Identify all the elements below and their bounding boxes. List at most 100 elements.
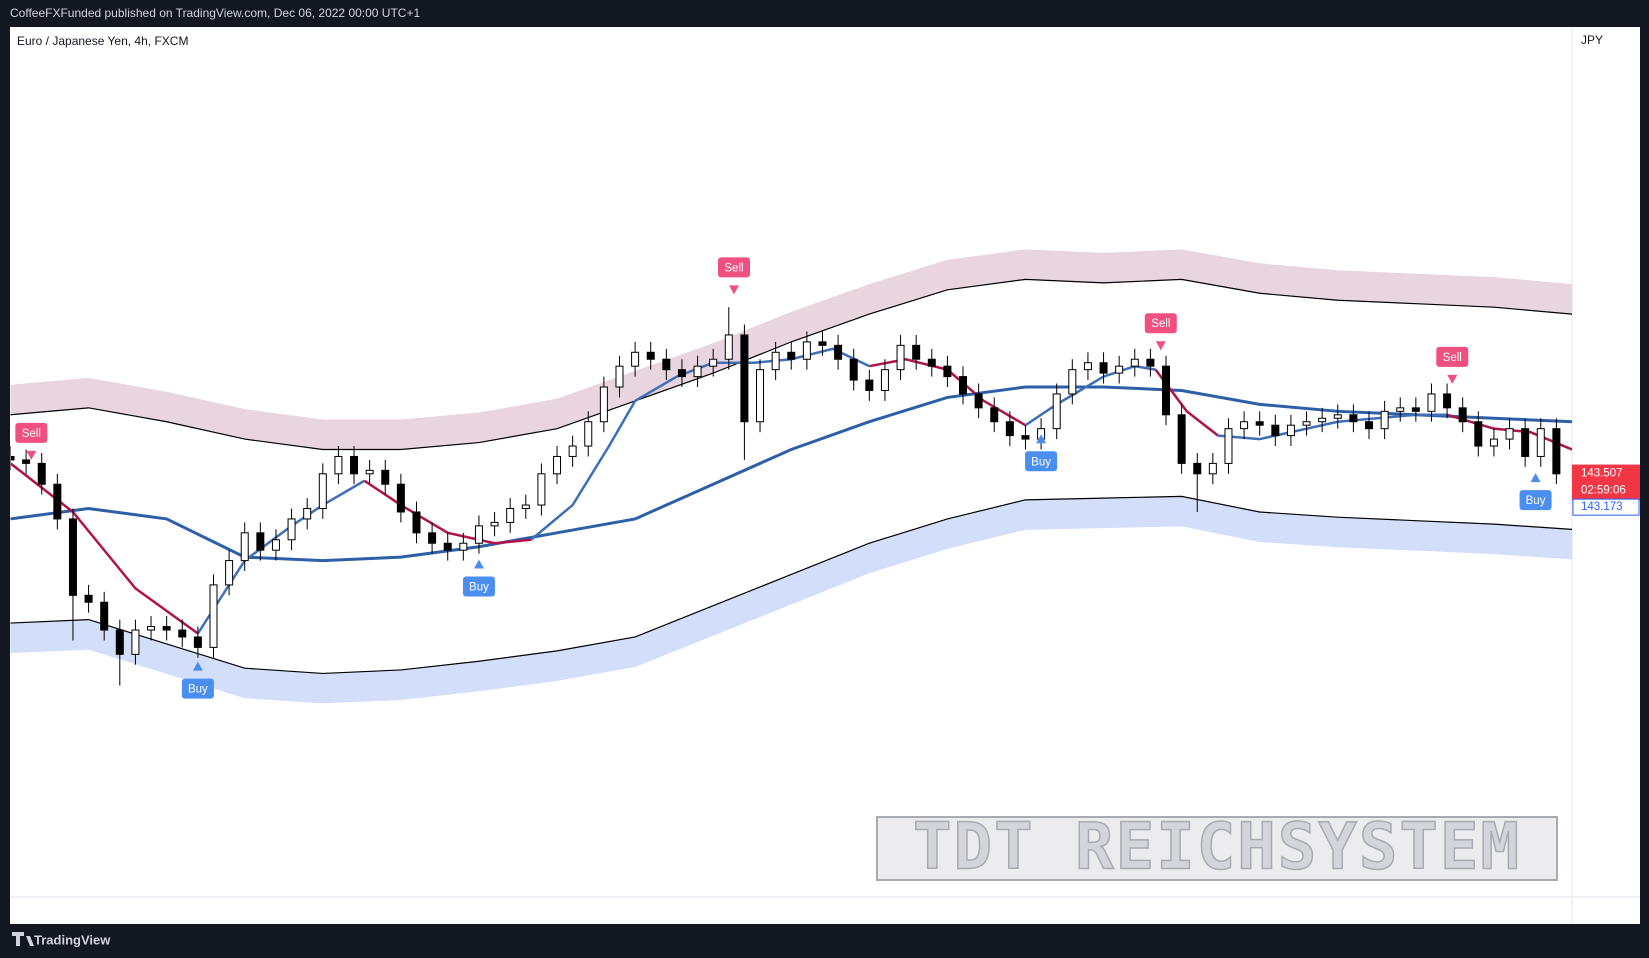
signal-label-box xyxy=(15,422,48,443)
candle-body xyxy=(1068,369,1077,395)
signal-label: Buy xyxy=(469,582,489,594)
countdown: 02:59:06 xyxy=(1581,485,1626,497)
candle-body xyxy=(1443,393,1452,409)
slow-ma xyxy=(10,385,1572,563)
candle-body xyxy=(396,483,405,513)
candle-body xyxy=(1099,362,1108,374)
signal-label-box xyxy=(181,678,214,699)
last-price-tag xyxy=(1572,464,1640,501)
currency: JPY xyxy=(1581,33,1603,47)
candle-body xyxy=(1208,462,1217,475)
signal-label-box xyxy=(1519,490,1552,511)
candle-body xyxy=(646,351,655,360)
signal-label-box xyxy=(1144,313,1177,334)
watermark-box xyxy=(876,816,1558,881)
candle-body xyxy=(240,532,249,562)
candle-body xyxy=(818,341,827,346)
candle-body xyxy=(709,358,718,367)
candle-body xyxy=(959,376,968,395)
candle-body xyxy=(1396,407,1405,412)
candle-body xyxy=(1474,421,1483,447)
signal-arrow xyxy=(1036,434,1047,444)
candle-body xyxy=(1286,424,1295,437)
candle-body xyxy=(927,358,936,367)
footer-brand: TradingView xyxy=(34,932,111,947)
candle-body xyxy=(22,459,31,464)
signal-label-box xyxy=(1436,346,1469,367)
signal-label: Buy xyxy=(1526,495,1546,507)
candle-body xyxy=(802,341,811,360)
signal-label-box xyxy=(717,257,750,278)
candle-body xyxy=(1021,435,1030,440)
candle-body xyxy=(615,365,624,388)
candle-body xyxy=(693,365,702,378)
candle-body xyxy=(1318,417,1327,423)
chart-pane xyxy=(10,27,1640,924)
candle-body xyxy=(287,518,296,541)
candle-body xyxy=(537,473,546,506)
candle-body xyxy=(865,379,874,391)
watermark: TDT REICHSYSTEM xyxy=(913,811,1521,885)
candle-body xyxy=(303,508,312,520)
signal-arrow xyxy=(192,661,203,671)
candle-body xyxy=(990,407,999,423)
candle-body xyxy=(334,455,343,475)
candle-body xyxy=(490,521,499,527)
candle-body xyxy=(37,462,46,485)
candle-body xyxy=(1271,424,1280,437)
candle-body xyxy=(1489,438,1498,447)
candle-body xyxy=(1177,414,1186,464)
candle-body xyxy=(147,626,156,631)
candle-body xyxy=(677,369,686,378)
candle-body xyxy=(1411,407,1420,412)
candle-body xyxy=(849,358,858,381)
candle-body xyxy=(100,601,109,631)
candle-body xyxy=(381,469,390,485)
candle-body xyxy=(1552,428,1561,475)
signal-label: Sell xyxy=(22,428,41,440)
candle-body xyxy=(631,351,640,367)
signal-label: Buy xyxy=(1031,456,1051,468)
candle-body xyxy=(724,334,733,360)
prev-price: 143.173 xyxy=(1581,501,1623,513)
candle-body xyxy=(10,455,15,461)
candle-body xyxy=(162,626,171,631)
prev-price-tag xyxy=(1572,498,1640,516)
signal-arrow xyxy=(1447,374,1458,384)
lower-band-line xyxy=(10,495,1572,675)
candle-body xyxy=(1521,428,1530,457)
candle-body xyxy=(474,525,483,544)
candle-body xyxy=(412,511,421,534)
candle-body xyxy=(662,358,671,371)
candle-body xyxy=(834,344,843,360)
candle-body xyxy=(1240,421,1249,430)
signal-label: Sell xyxy=(1151,318,1170,330)
candle-body xyxy=(880,369,889,391)
candle-body xyxy=(1005,421,1014,437)
candle-body xyxy=(1146,358,1155,367)
candle-body xyxy=(428,532,437,544)
candle-body xyxy=(1458,407,1467,423)
candle-body xyxy=(225,560,234,586)
last-price: 143.507 xyxy=(1581,468,1623,480)
candle-body xyxy=(1115,365,1124,374)
candle-body xyxy=(131,629,140,655)
signal-label-box xyxy=(1025,451,1058,472)
candle-body xyxy=(256,532,265,551)
candle-body xyxy=(178,629,187,638)
candle-body xyxy=(1224,428,1233,464)
candle-body xyxy=(193,636,202,648)
candle-body xyxy=(1052,393,1061,430)
candle-body xyxy=(1505,428,1514,440)
candle-body xyxy=(787,351,796,360)
candle-body xyxy=(350,455,359,475)
signal-arrow xyxy=(1155,341,1166,351)
signal-arrow xyxy=(728,285,739,295)
candle-body xyxy=(1193,462,1202,475)
candle-body xyxy=(521,504,530,510)
signal-label: Buy xyxy=(188,684,208,696)
candle-body xyxy=(1380,410,1389,430)
candle-body xyxy=(53,483,62,520)
candle-body xyxy=(318,473,327,510)
signal-label: Sell xyxy=(1443,352,1462,364)
